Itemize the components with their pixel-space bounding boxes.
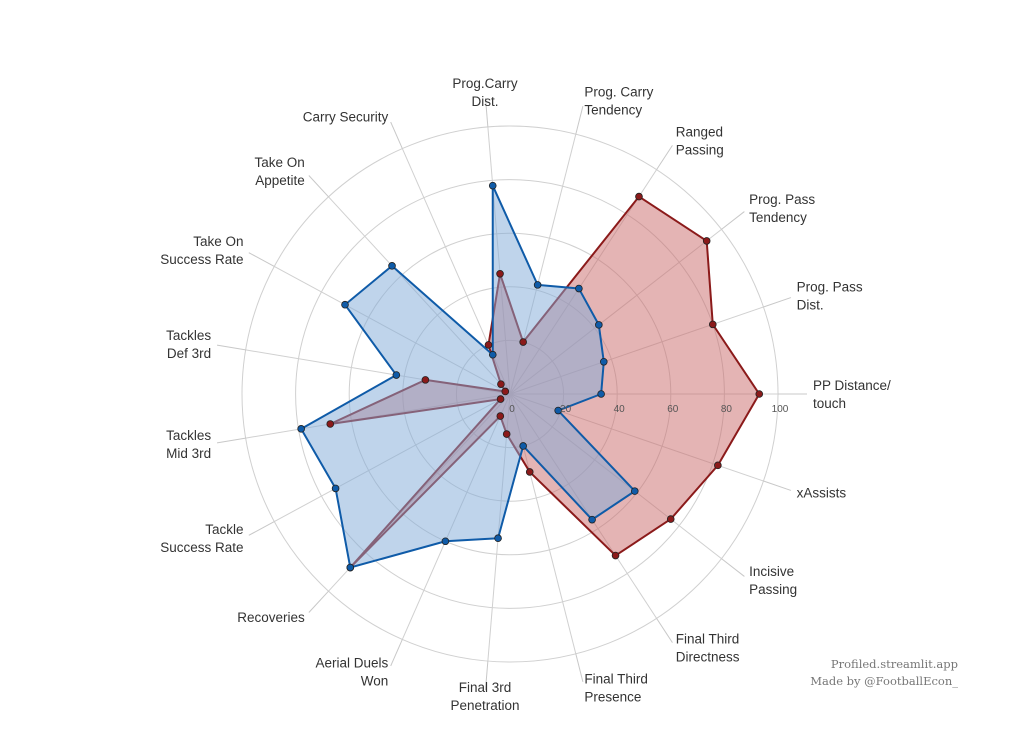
series-2-point [595, 321, 603, 329]
series-1-point [502, 430, 511, 438]
leader-line [308, 175, 329, 198]
leader-line [575, 653, 584, 683]
series-2-point [494, 534, 502, 543]
category-label: Prog. Pass Dist. [797, 280, 863, 313]
category-label: Ranged Passing [676, 124, 724, 157]
category-label: Prog. Pass Tendency [749, 192, 815, 225]
radial-tick-label: 60 [667, 404, 679, 415]
series-1-point [525, 468, 534, 476]
series-1-point [496, 270, 504, 278]
series-1-point [326, 420, 335, 428]
radial-tick-label: 40 [614, 404, 626, 415]
series-2-point [554, 406, 562, 415]
series-1-point [496, 412, 505, 420]
category-label: Final 3rd Penetration [450, 680, 519, 713]
series-2-point [441, 537, 450, 546]
series-2-point [488, 350, 497, 359]
credit-site: Profiled.streamlit.app [830, 657, 958, 671]
series-2-point [331, 484, 340, 493]
leader-line [216, 344, 246, 351]
series-2-point [297, 425, 305, 433]
leader-line [656, 145, 673, 170]
category-label: Take On Success Rate [160, 234, 243, 267]
leader-line [308, 590, 329, 613]
category-label: Take On Appetite [255, 155, 305, 188]
category-label: Prog. Carry Tendency [584, 84, 653, 117]
category-label: Tackles Mid 3rd [166, 428, 211, 461]
series-2-point [346, 563, 355, 572]
category-label: Incisive Passing [749, 564, 797, 597]
leader-line [721, 211, 745, 230]
category-label: xAssists [797, 485, 847, 500]
category-label: Final Third Directness [676, 632, 740, 665]
series-1-point [501, 387, 510, 396]
leader-line [248, 252, 275, 267]
radial-tick-label: 80 [721, 404, 733, 415]
series-2-point [341, 300, 349, 309]
leader-line [216, 437, 246, 444]
series-2-point [488, 181, 497, 190]
category-label: Tackle Success Rate [160, 522, 243, 555]
leader-line [763, 480, 792, 491]
radial-tick-label: 0 [509, 404, 515, 415]
series-1-point [714, 461, 722, 470]
series-2-point [599, 358, 608, 366]
series-1-point [496, 395, 505, 403]
category-label: Final Third Presence [584, 672, 648, 705]
radar-series [297, 181, 764, 572]
series-1-point [484, 341, 493, 349]
category-label: Prog.Carry Dist. [452, 76, 518, 109]
series-1-point [497, 380, 505, 388]
radial-tick-labels: 0 20 40 60 80 100 [509, 404, 789, 415]
series-1-point [421, 376, 430, 384]
series-1-point [666, 515, 675, 523]
category-label: Aerial Duels Won [316, 655, 389, 688]
category-label: Tackles Def 3rd [166, 328, 211, 361]
series-2-point [392, 371, 401, 379]
series-1-point [755, 390, 764, 398]
series-2-point [388, 262, 396, 270]
series-1-point [611, 551, 620, 560]
leader-line [390, 639, 403, 667]
category-labels: PP Distance/touch Prog. Pass Dist. Prog. Pa… [160, 76, 891, 713]
leader-line [656, 618, 673, 643]
category-label: Carry Security [303, 110, 389, 125]
category-label: PP Distance/touch [813, 378, 891, 411]
series-2-point [575, 284, 583, 293]
series-1-point [708, 320, 717, 329]
leader-line [390, 121, 403, 149]
leader-line [248, 521, 275, 536]
series-2-point [519, 442, 527, 450]
series-2-point [588, 515, 596, 524]
series-1-point [702, 237, 711, 245]
leader-line [575, 105, 584, 135]
leader-line [721, 558, 745, 577]
leader-line [484, 661, 489, 691]
radial-tick-label: 20 [560, 404, 572, 415]
series-1-point [519, 338, 527, 346]
series-1-point [635, 192, 643, 201]
series-2-point [533, 281, 542, 289]
category-label: Recoveries [237, 610, 305, 625]
leader-line [763, 297, 792, 308]
series-2-point [630, 487, 639, 495]
radial-tick-label: 100 [772, 404, 789, 415]
credit-author: Made by @FootballEcon_ [810, 674, 958, 688]
leader-line [484, 97, 489, 127]
series-2-area [300, 184, 636, 569]
series-2-point [597, 390, 605, 398]
